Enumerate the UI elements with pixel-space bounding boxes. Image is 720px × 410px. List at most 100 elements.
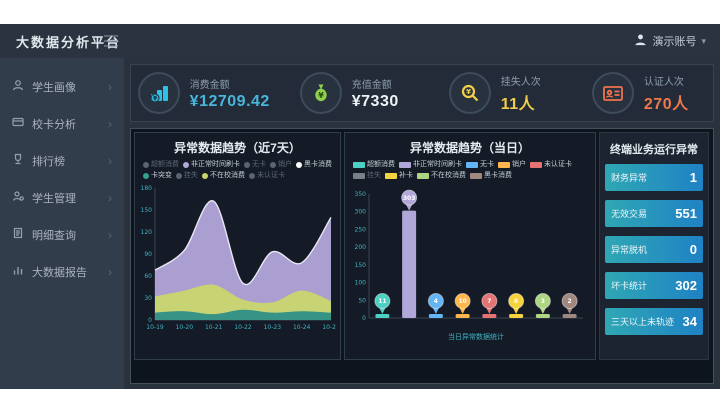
legend-label: 黑卡消费 (484, 172, 512, 179)
sidebar-item-label: 学生画像 (32, 81, 76, 94)
bar (482, 314, 497, 318)
sidebar-item-label: 学生管理 (32, 192, 76, 205)
sidebar-item-5[interactable]: 明细查询 › (0, 216, 124, 253)
legend-item[interactable]: 不在校消费 (417, 172, 466, 180)
svg-text:250: 250 (355, 226, 367, 233)
legend-label: 非正常时间刷卡 (191, 161, 240, 168)
legend-item[interactable]: 卡突变 (143, 172, 172, 180)
legend-label: 销户 (512, 161, 526, 168)
svg-text:150: 150 (355, 262, 367, 269)
legend-marker (417, 173, 429, 179)
terminal-exception-row[interactable]: 异常脱机 0 (605, 236, 703, 263)
legend-item[interactable]: 补卡 (385, 172, 413, 180)
legend-item[interactable]: 非正常时间刷卡 (399, 161, 462, 169)
chevron-right-icon: › (108, 264, 112, 279)
stat-label: 财务异常 (611, 173, 648, 183)
legend-item[interactable]: 超额消费 (143, 161, 179, 169)
terminal-exception-panel: 终端业务运行异常 财务异常 1 无效交易 551 异常脱机 0 坏卡统计 302 三天以上未轨迹… (599, 132, 709, 360)
legend-marker (353, 173, 365, 179)
legend-item[interactable]: 挂失 (176, 172, 198, 180)
legend-item[interactable]: 黑卡消费 (470, 172, 512, 180)
stat-value: 34 (682, 314, 697, 329)
terminal-exception-title: 终端业务运行异常 (610, 144, 698, 156)
user-menu[interactable]: 演示账号 ▾ (634, 33, 706, 49)
svg-text:200: 200 (355, 244, 367, 251)
svg-text:100: 100 (355, 280, 367, 287)
svg-text:¥: ¥ (466, 88, 471, 96)
bar-chart-xlabel: 当日异常数据统计 (448, 332, 504, 341)
bar-chart: 0 50 100 150 200 250 300 350 11 303 4 10 7 6 3 2 当日异常数据统… (355, 189, 583, 341)
charts-frame: 异常数据趋势（近7天） 超额消费 非正常时间刷卡 无卡 销户 黑卡消费 卡突变 挂失 不在校消… (130, 128, 714, 384)
bar (428, 314, 443, 318)
legend-marker (176, 173, 182, 179)
stat-label: 异常脱机 (611, 245, 648, 255)
svg-text:¥: ¥ (152, 95, 157, 103)
kpi-value: ¥12709.42 (189, 92, 270, 110)
svg-text:50: 50 (358, 297, 366, 304)
terminal-exception-row[interactable]: 财务异常 1 (605, 164, 703, 191)
legend-marker (498, 162, 510, 168)
chevron-right-icon: › (108, 153, 112, 168)
legend-item[interactable]: 未认证卡 (249, 172, 285, 180)
terminal-exception-row[interactable]: 无效交易 551 (605, 200, 703, 227)
sidebar-item-label: 排行榜 (32, 155, 65, 168)
legend-item[interactable]: 销户 (270, 161, 292, 169)
legend-item[interactable]: 无卡 (466, 161, 494, 169)
kpi-card: 认证人次 270人 (568, 65, 714, 121)
loss-report-icon: ¥ (448, 72, 491, 114)
legend-marker (530, 162, 542, 168)
svg-text:10: 10 (458, 298, 466, 305)
area-series (155, 284, 331, 320)
legend-item[interactable]: 未认证卡 (530, 161, 572, 169)
stat-value: 302 (675, 278, 697, 293)
sidebar-item-1[interactable]: 学生画像 › (0, 68, 124, 105)
legend-item[interactable]: 挂失 (353, 172, 381, 180)
bar (562, 314, 577, 318)
legend-label: 卡突变 (151, 172, 172, 179)
kpi-card: ¥ 充值金额 ¥7330 (277, 65, 423, 121)
legend-label: 挂失 (367, 172, 381, 179)
legend-marker (353, 162, 365, 168)
kpi-label: 认证人次 (643, 76, 684, 88)
terminal-exception-row[interactable]: 三天以上未轨迹 34 (605, 308, 703, 335)
svg-text:60: 60 (144, 273, 152, 280)
kpi-panel: ¥ 消费金额 ¥12709.42 ¥ 充值金额 ¥7330 ¥ 挂失人次 11人 认证人次 270人 (130, 64, 714, 122)
sidebar-item-6[interactable]: 大数据报告 › (0, 253, 124, 290)
legend-item[interactable]: 超额消费 (353, 161, 395, 169)
bar-value-balloon (508, 293, 525, 309)
sidebar-item-label: 大数据报告 (32, 266, 87, 279)
legend-item[interactable]: 非正常时间刷卡 (183, 161, 240, 169)
legend-item[interactable]: 黑卡消费 (296, 161, 332, 169)
terminal-exception-row[interactable]: 坏卡统计 302 (605, 272, 703, 299)
legend-marker (244, 162, 250, 168)
user-avatar-icon (634, 33, 647, 49)
legend-label: 挂失 (184, 172, 198, 179)
menu-toggle-icon[interactable] (104, 35, 118, 47)
bar-value-balloon (427, 293, 444, 309)
stat-label: 三天以上未轨迹 (611, 317, 675, 327)
legend-label: 未认证卡 (544, 161, 572, 168)
bar-value-balloon (534, 293, 551, 309)
sidebar-item-4[interactable]: 学生管理 › (0, 179, 124, 216)
kpi-value: 270人 (643, 95, 689, 113)
bar (402, 210, 417, 318)
kpi-card: ¥ 消费金额 ¥12709.42 (131, 65, 277, 121)
recharge-amount-icon: ¥ (299, 72, 342, 114)
svg-text:10-20: 10-20 (176, 324, 194, 331)
sidebar-item-3[interactable]: 排行榜 › (0, 142, 124, 179)
legend-label: 未认证卡 (257, 172, 285, 179)
legend-marker (143, 173, 149, 179)
svg-text:3: 3 (541, 298, 545, 305)
sidebar-item-label: 明细查询 (32, 229, 76, 242)
legend-label: 销户 (278, 161, 292, 168)
sidebar-item-2[interactable]: 校卡分析 › (0, 105, 124, 142)
legend-item[interactable]: 无卡 (244, 161, 266, 169)
bigdata-report-icon (12, 264, 24, 279)
bar (455, 314, 470, 318)
kpi-value: 11人 (500, 95, 536, 113)
bar (535, 314, 550, 318)
area-chart: 0 30 60 90 120 150 180 10-19 10-20 10-21 10-22 10-2… (141, 185, 340, 331)
legend-marker (249, 173, 255, 179)
legend-item[interactable]: 不在校消费 (202, 172, 245, 180)
legend-item[interactable]: 销户 (498, 161, 526, 169)
